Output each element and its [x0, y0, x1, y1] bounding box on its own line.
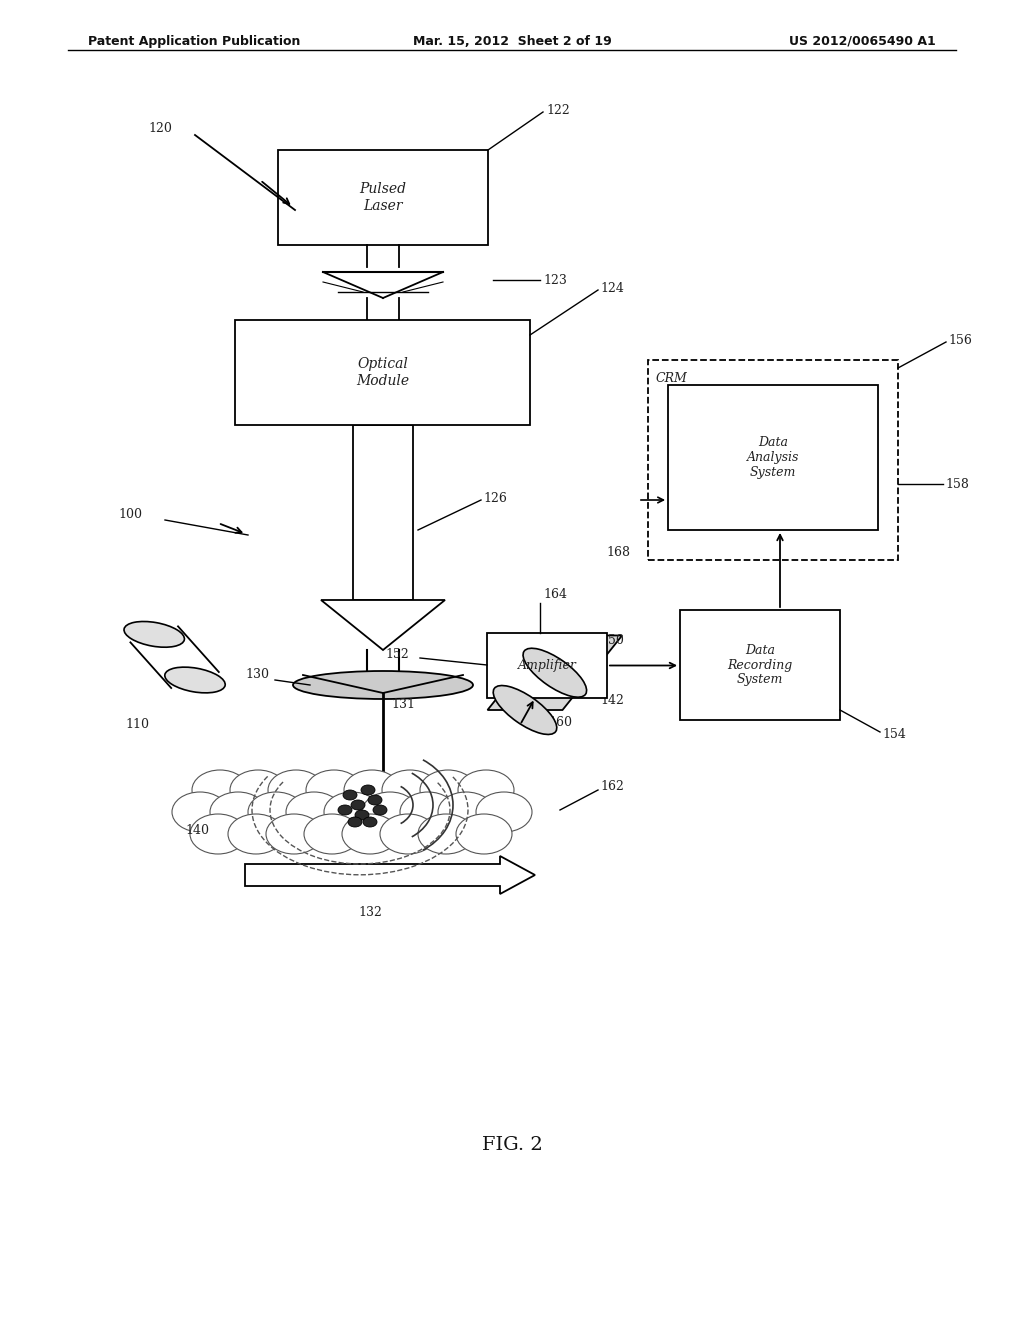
Text: 140: 140 — [185, 824, 209, 837]
Ellipse shape — [193, 770, 248, 810]
Text: 110: 110 — [125, 718, 150, 731]
Text: 160: 160 — [548, 715, 572, 729]
Ellipse shape — [523, 648, 587, 697]
Ellipse shape — [362, 817, 377, 828]
Bar — [487, 634, 607, 698]
Ellipse shape — [230, 770, 286, 810]
Bar — [668, 385, 878, 531]
Ellipse shape — [172, 792, 228, 832]
Ellipse shape — [361, 785, 375, 795]
Ellipse shape — [324, 792, 380, 832]
Ellipse shape — [344, 770, 400, 810]
Text: 150: 150 — [600, 634, 624, 647]
Ellipse shape — [355, 810, 369, 820]
Text: 123: 123 — [543, 273, 567, 286]
Ellipse shape — [348, 817, 362, 828]
Bar — [353, 425, 413, 601]
Text: 130: 130 — [245, 668, 269, 681]
Ellipse shape — [343, 789, 357, 800]
Text: Data
Recording
System: Data Recording System — [727, 644, 793, 686]
Text: Optical
Module: Optical Module — [356, 358, 409, 388]
Ellipse shape — [494, 685, 557, 734]
Text: 162: 162 — [600, 780, 624, 793]
Text: 100: 100 — [118, 508, 142, 521]
Text: FIG. 2: FIG. 2 — [481, 1137, 543, 1154]
Ellipse shape — [362, 792, 418, 832]
Ellipse shape — [368, 795, 382, 805]
Text: Amplifier: Amplifier — [517, 659, 577, 672]
Ellipse shape — [286, 792, 342, 832]
Bar — [278, 150, 488, 246]
Text: Mar. 15, 2012  Sheet 2 of 19: Mar. 15, 2012 Sheet 2 of 19 — [413, 36, 611, 48]
Bar — [648, 360, 898, 560]
Text: CRM: CRM — [656, 372, 688, 385]
Ellipse shape — [268, 770, 324, 810]
Ellipse shape — [418, 814, 474, 854]
Ellipse shape — [338, 805, 352, 814]
Ellipse shape — [228, 814, 284, 854]
Ellipse shape — [373, 805, 387, 814]
Ellipse shape — [342, 814, 398, 854]
Text: 154: 154 — [882, 727, 906, 741]
Bar — [680, 610, 840, 719]
Ellipse shape — [400, 792, 456, 832]
FancyArrow shape — [245, 855, 535, 894]
Text: Patent Application Publication: Patent Application Publication — [88, 36, 300, 48]
Text: 142: 142 — [600, 693, 624, 706]
Ellipse shape — [351, 800, 365, 810]
Ellipse shape — [382, 770, 438, 810]
Text: 168: 168 — [606, 545, 630, 558]
Ellipse shape — [438, 792, 494, 832]
Ellipse shape — [124, 622, 184, 647]
Text: US 2012/0065490 A1: US 2012/0065490 A1 — [790, 36, 936, 48]
Text: 122: 122 — [546, 103, 569, 116]
Ellipse shape — [190, 814, 246, 854]
Text: 120: 120 — [148, 121, 172, 135]
Text: 164: 164 — [543, 589, 567, 602]
Ellipse shape — [458, 770, 514, 810]
Ellipse shape — [306, 770, 362, 810]
Ellipse shape — [248, 792, 304, 832]
Ellipse shape — [210, 792, 266, 832]
Text: 131: 131 — [391, 698, 415, 711]
Ellipse shape — [420, 770, 476, 810]
Text: 156: 156 — [948, 334, 972, 346]
Ellipse shape — [266, 814, 322, 854]
Ellipse shape — [476, 792, 532, 832]
Ellipse shape — [165, 667, 225, 693]
Text: Data
Analysis
System: Data Analysis System — [746, 436, 799, 479]
Ellipse shape — [293, 671, 473, 700]
Ellipse shape — [304, 814, 360, 854]
Text: Pulsed
Laser: Pulsed Laser — [359, 182, 407, 213]
Text: 126: 126 — [483, 491, 507, 504]
Polygon shape — [321, 601, 445, 649]
Ellipse shape — [456, 814, 512, 854]
Text: 158: 158 — [945, 478, 969, 491]
Ellipse shape — [380, 814, 436, 854]
Text: 152: 152 — [385, 648, 409, 661]
Text: 132: 132 — [358, 907, 382, 920]
Text: 124: 124 — [600, 281, 624, 294]
Polygon shape — [487, 635, 623, 710]
Bar — [234, 319, 530, 425]
